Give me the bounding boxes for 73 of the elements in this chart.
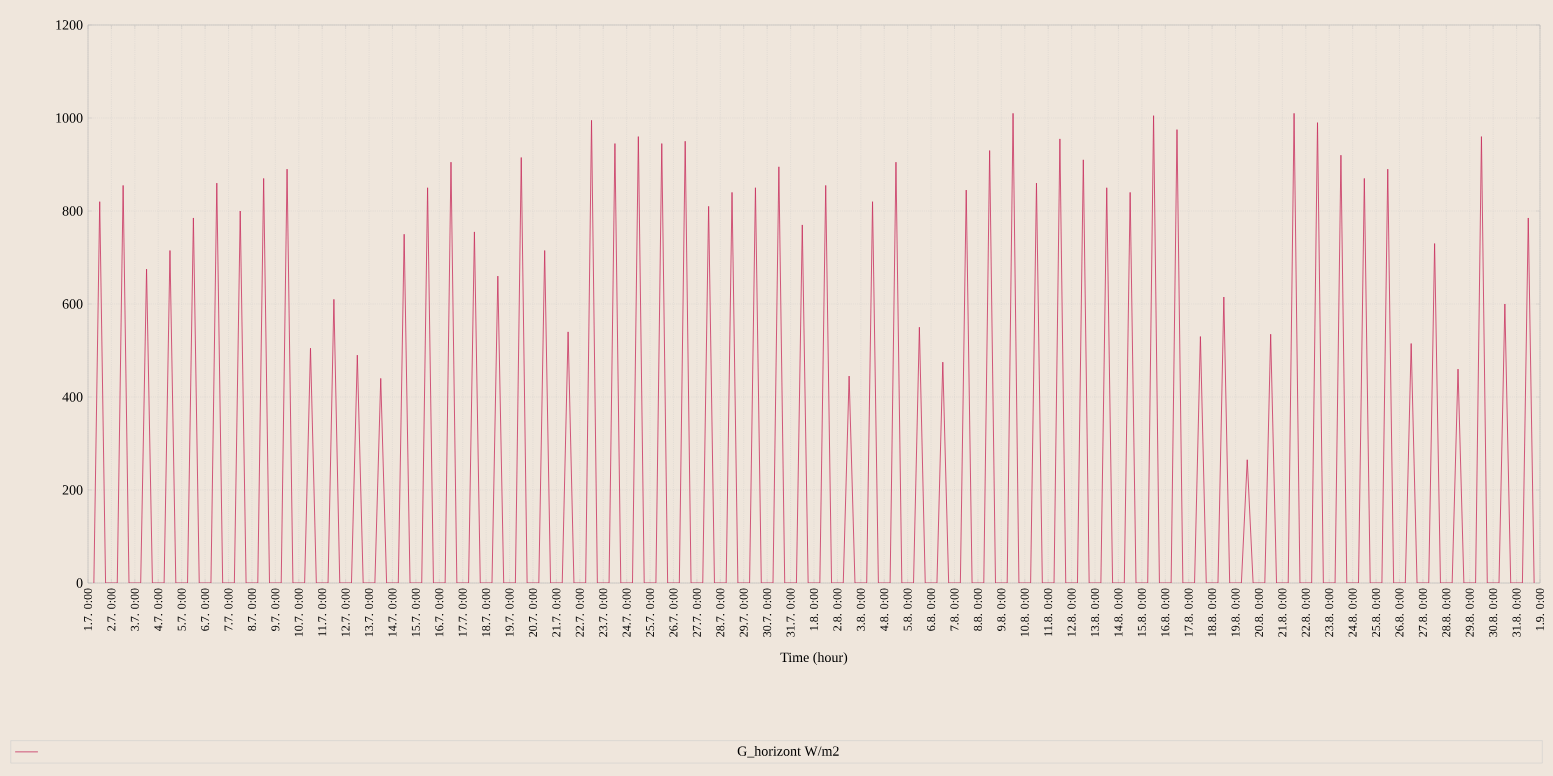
x-tick-label: 12.8. 0:00 xyxy=(1067,588,1076,637)
x-tick-label: 18.8. 0:00 xyxy=(1208,588,1217,637)
x-tick-label: 4.8. 0:00 xyxy=(880,588,889,632)
x-tick-label: 6.7. 0:00 xyxy=(201,588,210,631)
x-tick-label: 19.8. 0:00 xyxy=(1231,588,1240,637)
x-tick-label: 16.7. 0:00 xyxy=(435,588,444,637)
x-tick-label: 18.7. 0:00 xyxy=(482,588,491,637)
x-tick-label: 5.7. 0:00 xyxy=(177,588,186,631)
x-tick-label: 15.7. 0:00 xyxy=(411,588,420,637)
x-tick-label: 20.8. 0:00 xyxy=(1254,588,1264,637)
x-tick-label: 2.8. 0:00 xyxy=(833,588,842,631)
x-tick-label: 3.7. 0:00 xyxy=(130,588,139,631)
y-tick-label: 400 xyxy=(62,392,83,402)
x-tick-label: 23.8. 0:00 xyxy=(1325,588,1334,637)
x-tick-label: 21.8. 0:00 xyxy=(1278,588,1287,637)
x-tick-label: 9.7. 0:00 xyxy=(271,588,280,631)
x-tick-label: 14.7. 0:00 xyxy=(388,588,397,637)
x-tick-label: 29.7. 0:00 xyxy=(739,588,748,637)
x-tick-label: 11.7. 0:00 xyxy=(318,588,327,636)
x-tick-label: 27.8. 0:00 xyxy=(1418,588,1427,637)
x-tick-label: 5.8. 0:00 xyxy=(903,588,912,631)
x-tick-label: 7.7. 0:00 xyxy=(224,588,233,631)
x-tick-label: 28.7. 0:00 xyxy=(716,588,725,637)
x-tick-label: 24.7. 0:00 xyxy=(622,588,631,637)
x-tick-label: 19.7. 0:00 xyxy=(505,588,514,637)
x-tick-label: 1.8. 0:00 xyxy=(809,588,819,631)
x-tick-label: 23.7. 0:00 xyxy=(599,588,608,637)
x-tick-label: 8.7. 0:00 xyxy=(247,588,257,631)
x-tick-label: 11.8. 0:00 xyxy=(1044,588,1053,636)
x-tick-label: 16.8. 0:00 xyxy=(1161,588,1170,637)
x-tick-label: 2.7. 0:00 xyxy=(107,588,116,631)
x-tick-label: 28.8. 0:00 xyxy=(1442,588,1451,637)
y-tick-label: 1000 xyxy=(56,113,83,123)
x-tick-label: 7.8. 0:00 xyxy=(950,588,959,631)
x-tick-label: 25.8. 0:00 xyxy=(1371,588,1381,637)
x-tick-label: 22.7. 0:00 xyxy=(575,588,584,637)
x-tick-label: 21.7. 0:00 xyxy=(552,588,561,637)
x-tick-label: 26.7. 0:00 xyxy=(669,588,678,637)
line-series xyxy=(93,112,1535,583)
x-tick-label: 27.7. 0:00 xyxy=(692,588,701,637)
x-tick-label: 22.8. 0:00 xyxy=(1301,588,1310,637)
x-tick-label: 1.9. 0:00 xyxy=(1535,588,1545,631)
x-tick-label: 4.7. 0:00 xyxy=(154,588,163,632)
x-tick-label: 25.7. 0:00 xyxy=(645,588,655,637)
x-tick-label: 1.7. 0:00 xyxy=(83,588,93,631)
y-tick-label: 1200 xyxy=(56,20,83,30)
x-tick-label: 3.8. 0:00 xyxy=(856,588,865,631)
x-tick-label: 31.8. 0:00 xyxy=(1512,588,1521,637)
x-tick-label: 17.8. 0:00 xyxy=(1184,588,1193,637)
x-axis-title: Time (hour) xyxy=(780,652,848,665)
x-tick-label: 9.8. 0:00 xyxy=(997,588,1006,631)
x-tick-label: 15.8. 0:00 xyxy=(1137,588,1146,637)
x-tick-label: 31.7. 0:00 xyxy=(786,588,795,637)
x-tick-label: 6.8. 0:00 xyxy=(927,588,936,631)
x-tick-label: 29.8. 0:00 xyxy=(1465,588,1474,637)
x-tick-label: 10.7. 0:00 xyxy=(294,588,303,637)
x-tick-label: 20.7. 0:00 xyxy=(528,588,538,637)
y-tick-label: 0 xyxy=(76,578,83,588)
y-tick-label: 200 xyxy=(62,485,83,495)
x-tick-label: 13.7. 0:00 xyxy=(364,588,374,637)
text: G_horizont W/m2 xyxy=(737,745,839,758)
x-tick-label: 30.7. 0:00 xyxy=(763,588,772,637)
x-tick-label: 26.8. 0:00 xyxy=(1395,588,1404,637)
y-tick-label: 600 xyxy=(62,299,83,309)
y-tick-label: 800 xyxy=(62,206,83,216)
x-tick-label: 14.8. 0:00 xyxy=(1114,588,1123,637)
x-tick-label: 13.8. 0:00 xyxy=(1090,588,1100,637)
x-tick-label: 10.8. 0:00 xyxy=(1020,588,1029,637)
x-tick-label: 24.8. 0:00 xyxy=(1348,588,1357,637)
x-tick-label: 30.8. 0:00 xyxy=(1489,588,1498,637)
x-tick-label: 17.7. 0:00 xyxy=(458,588,467,637)
x-tick-label: 12.7. 0:00 xyxy=(341,588,350,637)
x-tick-label: 8.8. 0:00 xyxy=(973,588,982,631)
